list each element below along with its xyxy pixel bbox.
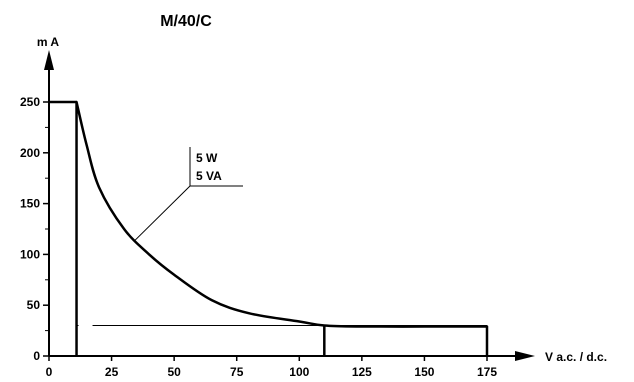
x-tick-label: 150 bbox=[414, 365, 434, 379]
y-tick-label: 150 bbox=[20, 197, 40, 211]
x-tick-label: 25 bbox=[105, 365, 119, 379]
x-tick-label: 175 bbox=[477, 365, 497, 379]
x-tick-label: 0 bbox=[46, 365, 53, 379]
x-axis-arrow bbox=[515, 351, 535, 361]
x-tick-label: 100 bbox=[289, 365, 309, 379]
annotation: 5 W 5 VA bbox=[133, 147, 243, 242]
x-tick-label: 50 bbox=[167, 365, 181, 379]
y-tick-label: 100 bbox=[20, 247, 40, 261]
series-line bbox=[75, 100, 489, 356]
x-ticks: 0 25 50 75 100 125 150 175 bbox=[46, 356, 497, 379]
y-axis-arrow bbox=[44, 50, 54, 70]
x-tick-label: 75 bbox=[230, 365, 244, 379]
annotation-label: 5 W bbox=[196, 151, 218, 165]
reference-gap bbox=[78, 323, 93, 328]
axes bbox=[44, 50, 535, 361]
series bbox=[49, 100, 489, 356]
y-tick-label: 250 bbox=[20, 95, 40, 109]
x-tick-label: 125 bbox=[352, 365, 372, 379]
y-tick-label: 200 bbox=[20, 146, 40, 160]
annotation-label: 5 VA bbox=[196, 169, 222, 183]
annotation-leader bbox=[133, 185, 191, 242]
y-axis-label: m A bbox=[37, 35, 60, 49]
y-tick-label: 0 bbox=[33, 349, 40, 363]
chart-title: M/40/C bbox=[160, 13, 212, 30]
x-axis-label: V a.c. / d.c. bbox=[545, 350, 607, 364]
y-tick-label: 50 bbox=[27, 298, 41, 312]
y-ticks: 0 50 100 150 200 250 bbox=[20, 95, 49, 363]
reference-lines bbox=[76, 323, 487, 356]
